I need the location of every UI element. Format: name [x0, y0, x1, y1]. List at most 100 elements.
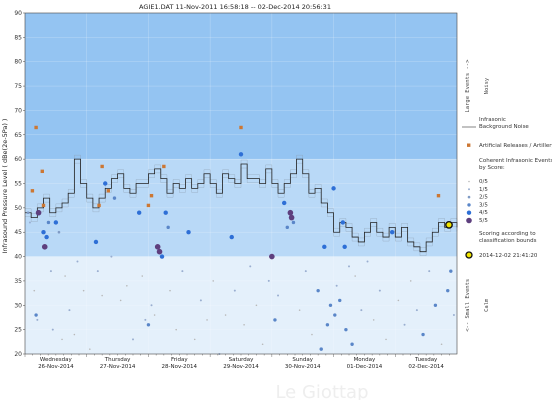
- event-point: [288, 214, 295, 221]
- y-tick-label: 85: [14, 34, 22, 41]
- event-point: [224, 314, 227, 316]
- artillery-point: [41, 203, 46, 208]
- y-tick-label: 35: [14, 278, 22, 285]
- artillery-point: [34, 125, 38, 130]
- band-2: [25, 256, 457, 354]
- event-point: [51, 328, 54, 331]
- event-point: [229, 234, 234, 240]
- legend-score-label: 3/5: [479, 202, 488, 208]
- event-point: [298, 309, 301, 311]
- legend-score-swatch: [466, 217, 472, 224]
- event-point: [340, 220, 346, 225]
- event-point: [186, 230, 191, 235]
- event-point: [267, 279, 270, 282]
- event-point: [322, 244, 327, 250]
- legend-score-label: 1/5: [479, 187, 488, 193]
- event-point: [378, 289, 381, 292]
- event-point: [103, 181, 108, 186]
- event-point: [159, 254, 165, 259]
- event-point: [49, 270, 52, 273]
- event-point: [156, 248, 163, 255]
- event-point: [421, 332, 425, 337]
- event-point: [449, 269, 453, 273]
- event-point: [273, 318, 277, 322]
- event-point: [166, 225, 170, 230]
- legend-score-swatch: [467, 195, 471, 199]
- event-point: [41, 230, 46, 235]
- band-label-sub: Noisy: [484, 77, 490, 94]
- event-point: [291, 220, 296, 225]
- y-tick-label: 30: [14, 302, 22, 309]
- event-point: [73, 333, 76, 336]
- legend-score-swatch: [468, 188, 470, 191]
- event-point: [452, 314, 455, 317]
- artillery-point: [436, 193, 441, 198]
- event-point: [342, 244, 347, 250]
- y-tick-label: 65: [14, 132, 22, 139]
- event-point: [440, 343, 443, 346]
- legend-scoring-note: Scoring according to classification bound…: [479, 231, 537, 244]
- legend-noise-line1: Infrasonic: [479, 117, 506, 123]
- legend-marker-swatch: [465, 251, 473, 259]
- event-point: [243, 323, 245, 326]
- legend-score-label: 5/5: [479, 218, 488, 224]
- event-point: [199, 299, 202, 302]
- legend-score-swatch: [466, 210, 472, 215]
- event-point: [46, 220, 51, 225]
- y-tick-label: 50: [14, 205, 22, 212]
- event-point: [366, 260, 369, 263]
- artillery-point: [239, 125, 243, 130]
- event-point: [110, 255, 113, 258]
- event-point: [338, 298, 342, 303]
- y-tick-label: 25: [14, 327, 22, 334]
- legend-noise-line2: Background Noise: [479, 124, 529, 130]
- event-point: [76, 260, 79, 263]
- artillery-point: [106, 189, 111, 193]
- legend-score-label: 4/5: [479, 210, 488, 216]
- noise-line: [25, 158, 458, 253]
- event-point: [141, 275, 144, 277]
- y-tick-label: 45: [14, 229, 22, 236]
- event-point: [36, 318, 39, 321]
- event-point: [354, 275, 356, 277]
- event-point: [119, 299, 122, 302]
- event-point: [238, 152, 244, 157]
- legend-heading-line2: by Score:: [479, 165, 505, 171]
- event-point: [360, 309, 363, 312]
- event-point: [385, 338, 387, 341]
- y-tick-label: 55: [14, 181, 22, 188]
- y-tick-labels: 20 25 30 35 40 45 50 55 60 65 70 75 80 85 90: [14, 10, 22, 358]
- event-point: [285, 225, 289, 230]
- event-point: [64, 275, 66, 277]
- event-point: [163, 210, 168, 215]
- band-0: [25, 13, 457, 160]
- event-point: [277, 294, 280, 297]
- event-point: [325, 323, 330, 327]
- x-day-name: Monday: [354, 357, 376, 363]
- event-point: [269, 253, 275, 260]
- event-point: [433, 303, 438, 307]
- event-point: [44, 234, 49, 240]
- event-point: [390, 230, 395, 235]
- event-point: [372, 319, 375, 321]
- event-point: [255, 304, 258, 307]
- x-day-date: 01-Dec-2014: [347, 364, 383, 370]
- event-point: [428, 270, 431, 273]
- event-point: [287, 209, 294, 216]
- x-day-name: Friday: [171, 357, 188, 363]
- event-point: [261, 343, 264, 346]
- y-tick-label: 75: [14, 83, 22, 90]
- x-day-name: Sunday: [292, 357, 313, 363]
- legend-score-label: 2/5: [479, 195, 488, 201]
- artillery-point: [146, 203, 151, 208]
- event-point: [34, 313, 38, 317]
- event-point: [53, 220, 59, 225]
- event-point: [89, 348, 91, 350]
- x-day-date: 27-Nov-2014: [100, 364, 136, 370]
- artillery-points: [30, 125, 441, 208]
- event-point: [212, 280, 215, 282]
- artillery-point: [149, 193, 154, 198]
- x-day-name: Wednesday: [40, 357, 73, 363]
